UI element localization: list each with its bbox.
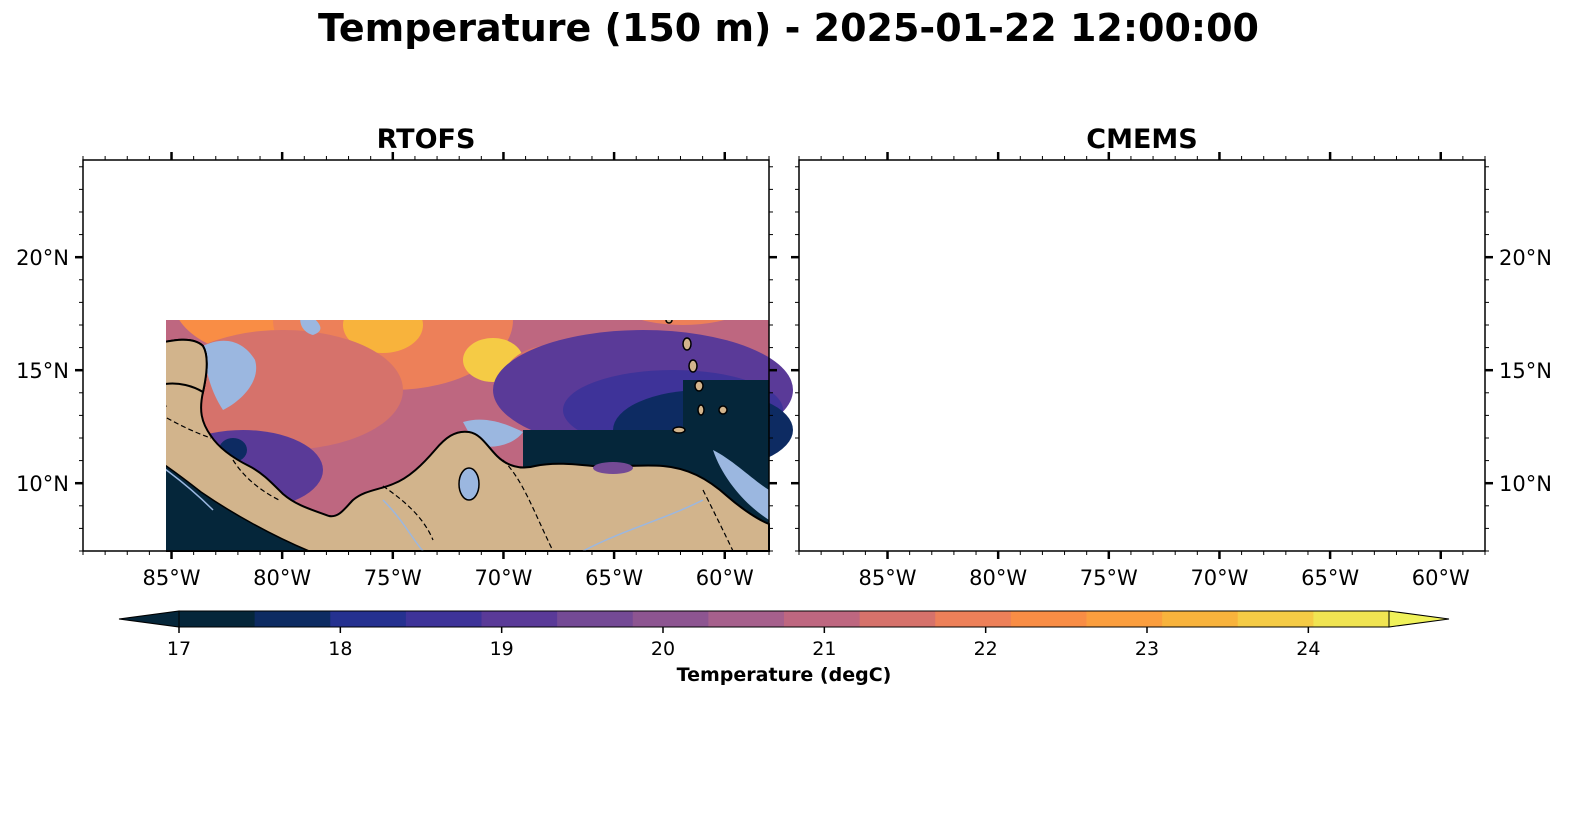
colorbar-segment	[254, 611, 331, 627]
colorbar-segment	[935, 611, 1012, 627]
colorbar-segment	[859, 611, 936, 627]
map-panel-cmems	[798, 159, 1486, 552]
colorbar-tick-label: 18	[328, 638, 352, 660]
lon-tick-label-cmems: 65°W	[1301, 566, 1359, 590]
colorbar-tick-label: 23	[1135, 638, 1159, 660]
colorbar-segment	[1010, 611, 1087, 627]
lat-tick-label-right: 20°N	[1499, 246, 1552, 270]
colorbar-segment	[179, 611, 256, 627]
lat-tick-label-right: 10°N	[1499, 472, 1552, 496]
colorbar-extend-low	[118, 610, 180, 628]
colorbar-tick-label: 21	[812, 638, 836, 660]
lat-tick-label-left: 20°N	[16, 246, 69, 270]
colorbar-segment	[632, 611, 709, 627]
colorbar-segment	[1086, 611, 1163, 627]
colorbar-segment	[1313, 611, 1390, 627]
lon-tick-label-rtofs: 85°W	[143, 566, 201, 590]
panel-title-cmems: CMEMS	[1086, 124, 1198, 155]
lat-tick-label-left: 15°N	[16, 359, 69, 383]
lon-tick-label-cmems: 75°W	[1080, 566, 1138, 590]
colorbar-segment	[1162, 611, 1239, 627]
colorbar-label: Temperature (degC)	[677, 664, 892, 686]
colorbar-segment	[557, 611, 634, 627]
colorbar-segment	[330, 611, 407, 627]
colorbar-segment	[784, 611, 861, 627]
lon-tick-label-rtofs: 65°W	[585, 566, 643, 590]
map-axes: 85°W 80°W 75°W 70°W 65°W 60°W 10°N 15°N 20°N 85°W…	[16, 152, 1552, 590]
map-frame-rtofs	[82, 159, 770, 552]
colorbar: 17 18 19 20 21 22 23 24 Temperature (degC)	[118, 610, 1450, 686]
colorbar-segment	[405, 611, 482, 627]
lon-tick-label-rtofs: 80°W	[253, 566, 311, 590]
lon-tick-label-cmems: 70°W	[1190, 566, 1248, 590]
lat-tick-label-right: 15°N	[1499, 359, 1552, 383]
lon-tick-label-rtofs: 60°W	[696, 566, 754, 590]
lon-tick-label-cmems: 60°W	[1412, 566, 1470, 590]
colorbar-segment	[1237, 611, 1314, 627]
panel-title-rtofs: RTOFS	[376, 124, 476, 155]
lon-tick-label-rtofs: 70°W	[474, 566, 532, 590]
figure-title: Temperature (150 m) - 2025-01-22 12:00:0…	[317, 6, 1259, 50]
colorbar-segment	[481, 611, 558, 627]
colorbar-extend-high	[1388, 610, 1450, 628]
map-frame-cmems	[798, 159, 1486, 552]
colorbar-tick-label: 24	[1296, 638, 1320, 660]
colorbar-tick-label: 22	[974, 638, 998, 660]
colorbar-segment	[708, 611, 785, 627]
lon-tick-label-cmems: 80°W	[969, 566, 1027, 590]
lon-tick-label-rtofs: 75°W	[364, 566, 422, 590]
map-panel-rtofs	[82, 159, 793, 553]
lon-tick-label-cmems: 85°W	[859, 566, 917, 590]
colorbar-tick-label: 19	[490, 638, 514, 660]
colorbar-tick-label: 17	[167, 638, 191, 660]
lat-tick-label-left: 10°N	[16, 472, 69, 496]
colorbar-tick-label: 20	[651, 638, 675, 660]
